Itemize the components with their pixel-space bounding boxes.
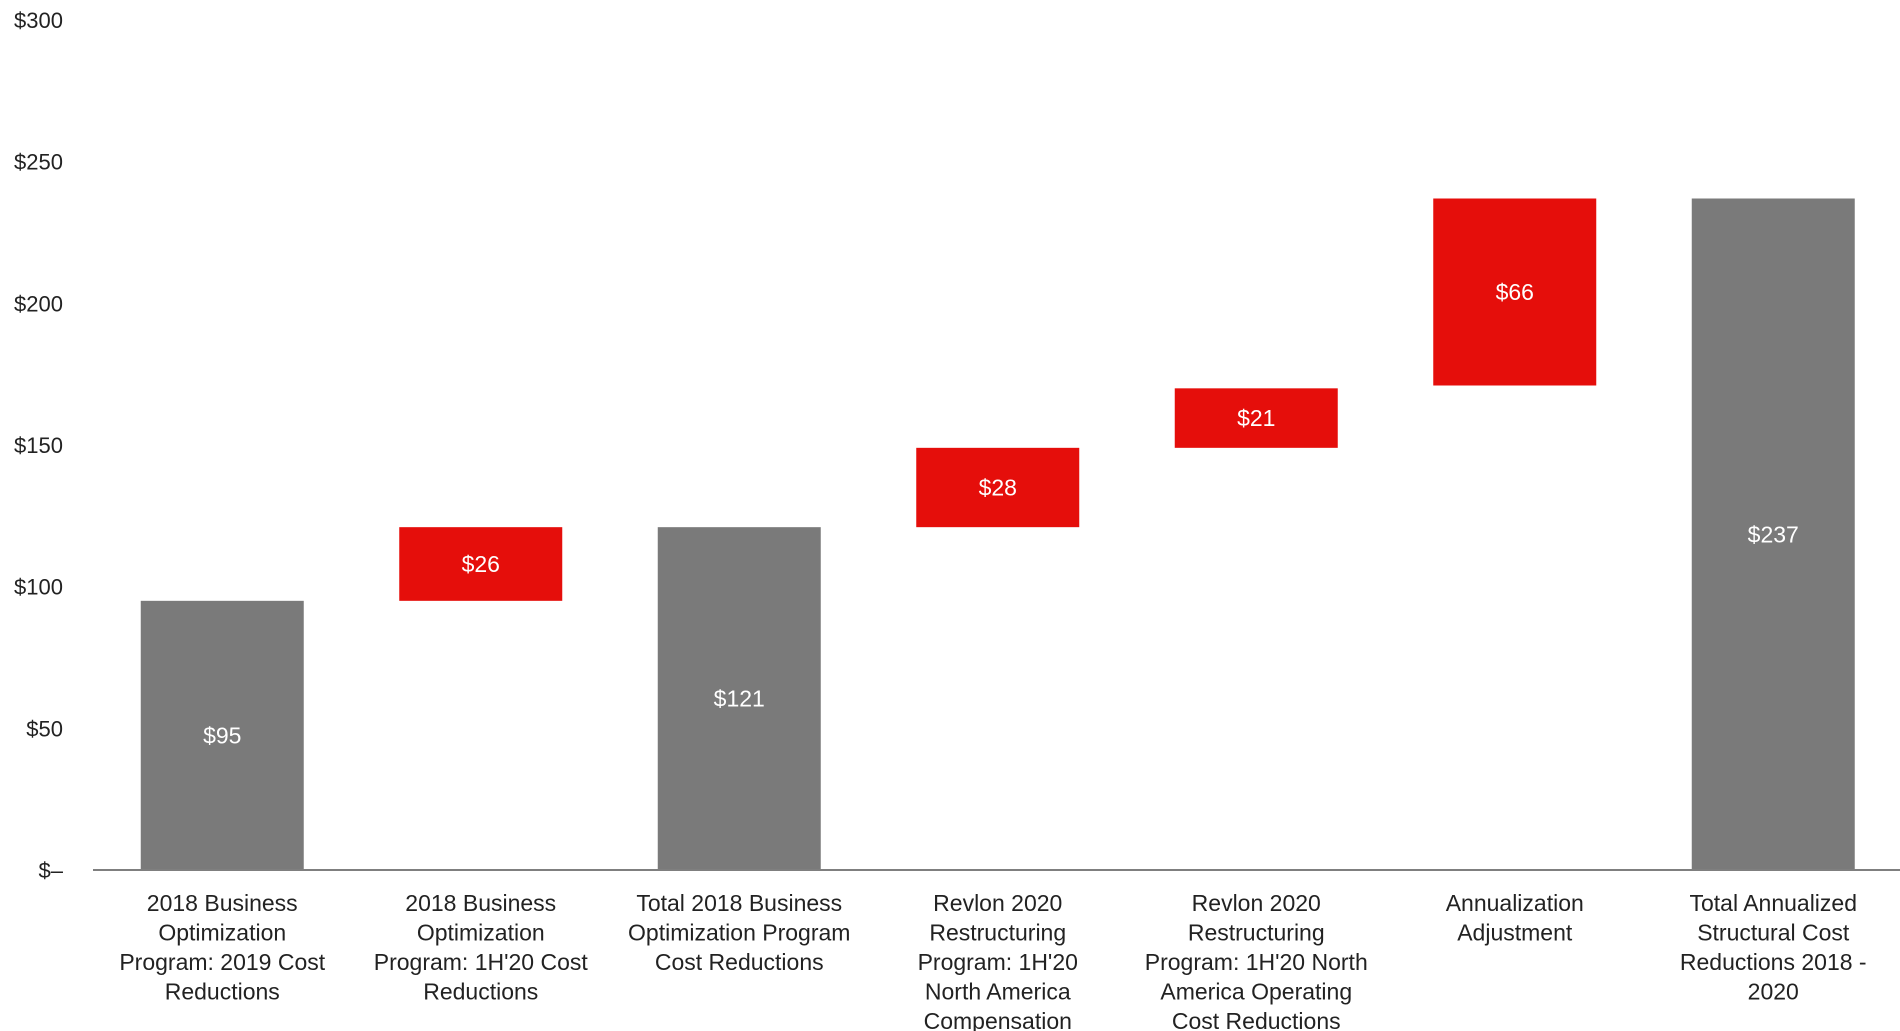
total-bar <box>1691 198 1855 870</box>
y-tick-label: $150 <box>14 433 63 458</box>
increment-bar <box>1174 388 1338 448</box>
increment-bar <box>916 447 1080 528</box>
x-category-label-line: 2018 Business <box>405 890 556 916</box>
x-category-label: Revlon 2020 Restructuring Program: 1H'20 No… <box>918 890 1078 1031</box>
bar-data-label: $21 <box>1237 405 1275 431</box>
x-category-label-line: Program: 1H'20 Cost <box>374 949 589 975</box>
x-axis: 2018 Business Optimization Program: 2019 C… <box>93 869 1900 1031</box>
x-category-label: Revlon 2020 Restructuring Program: 1H'20 N… <box>1145 890 1368 1031</box>
y-tick-label: $100 <box>14 575 63 600</box>
x-category-label: Total 2018 Business Optimization Program C… <box>628 890 850 975</box>
x-category-label-line: Structural Cost <box>1697 920 1850 946</box>
x-category-label: 2018 Business Optimization Program: 1H'20 … <box>374 890 589 1005</box>
bars: $95 $26 $121 $28 $21 $66 $237 <box>140 198 1855 870</box>
x-category-label-line: Optimization <box>158 920 286 946</box>
x-category-label-line: 2020 <box>1748 979 1799 1005</box>
x-category-label: Total Annualized Structural Cost Reduction… <box>1680 890 1867 1005</box>
increment-bar <box>1433 198 1597 386</box>
y-tick-label: $50 <box>26 716 63 741</box>
x-category-label-line: Reductions <box>165 979 280 1005</box>
bar-data-label: $28 <box>979 475 1017 501</box>
x-category-label-line: Revlon 2020 <box>933 890 1062 916</box>
x-category-label-line: Cost Reductions <box>1172 1008 1341 1031</box>
x-category-label-line: Restructuring <box>929 920 1066 946</box>
x-category-label-line: Program: 1H'20 North <box>1145 949 1368 975</box>
x-category-label-line: Annualization <box>1446 890 1584 916</box>
x-category-label-line: Total Annualized <box>1689 890 1857 916</box>
y-tick-label: $250 <box>14 150 63 175</box>
x-category-label-line: 2018 Business <box>147 890 298 916</box>
x-category-label-line: North America <box>925 979 1071 1005</box>
x-category-label-line: Program: 1H'20 <box>918 949 1078 975</box>
bar-data-label: $95 <box>203 722 241 748</box>
bar-data-label: $237 <box>1748 521 1799 547</box>
x-category-label-line: Revlon 2020 <box>1192 890 1321 916</box>
x-category-label-line: Program: 2019 Cost <box>119 949 325 975</box>
x-category-label-line: Restructuring <box>1188 920 1325 946</box>
x-category-label-line: Total 2018 Business <box>636 890 842 916</box>
x-category-label-line: Cost Reductions <box>655 949 824 975</box>
y-tick-label: $200 <box>14 291 63 316</box>
bar-data-label: $26 <box>462 551 500 577</box>
x-category-label-line: Adjustment <box>1457 920 1573 946</box>
y-tick-label: $300 <box>14 8 63 33</box>
x-category-label-line: Optimization Program <box>628 920 850 946</box>
y-axis: $– $50 $100 $150 $200 $250 $300 <box>14 8 64 883</box>
y-tick-label: $– <box>39 858 64 883</box>
x-category-label: Annualization Adjustment <box>1446 890 1584 946</box>
increment-bar <box>399 527 563 601</box>
x-category-label-line: Reductions 2018 - <box>1680 949 1867 975</box>
x-category-label: 2018 Business Optimization Program: 2019 C… <box>119 890 325 1005</box>
x-category-label-line: Reductions <box>423 979 538 1005</box>
bar-data-label: $66 <box>1496 279 1534 305</box>
total-bar <box>657 527 821 870</box>
x-category-label-line: America Operating <box>1160 979 1352 1005</box>
total-bar <box>140 600 304 870</box>
bar-data-label: $121 <box>714 686 765 712</box>
x-category-label-line: Optimization <box>417 920 545 946</box>
x-category-label-line: Compensation <box>924 1008 1072 1031</box>
